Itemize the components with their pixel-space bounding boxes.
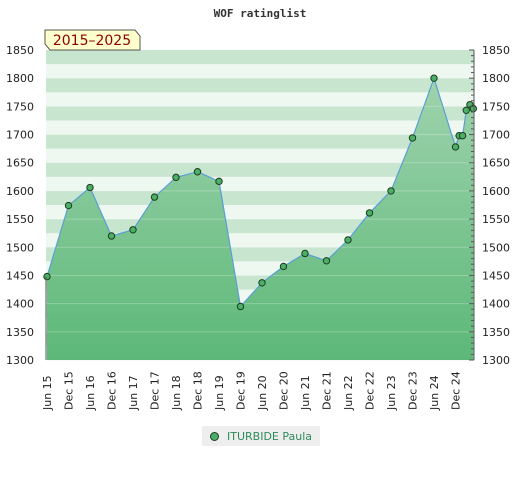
data-point	[172, 173, 180, 182]
x-tick-label: Jun 24	[428, 375, 441, 411]
y-tick-label: 1550	[482, 213, 510, 226]
data-point	[150, 193, 159, 201]
x-tick-label: Dec 19	[235, 371, 248, 410]
legend-series-name: ITURBIDE Paula	[227, 429, 313, 443]
y-tick-label: 1500	[6, 241, 34, 254]
data-point	[344, 236, 352, 244]
x-tick-label: Dec 22	[364, 371, 377, 410]
x-tick-labels: Jun 15 Dec 15 Jun 16 Dec 16 Jun 17 Dec 17 Jun …	[41, 371, 463, 411]
x-tick-label: Jun 22	[342, 375, 355, 411]
background-band	[46, 148, 474, 164]
y-tick-label: 1850	[6, 44, 34, 57]
x-tick-label: Jun 17	[127, 375, 140, 411]
y-tick-label: 1700	[482, 129, 510, 142]
x-tick-label: Dec 17	[149, 371, 162, 410]
background-band	[46, 134, 474, 150]
data-point	[129, 226, 137, 234]
y-tick-label: 1500	[482, 241, 510, 254]
x-tick-label: Jun 15	[41, 375, 54, 411]
data-point	[408, 134, 417, 142]
y-tick-label: 1300	[482, 354, 510, 367]
y-tick-labels-left: 1300 1350 1400 1450 1500 1550 1600 1650 1700 1750…	[6, 44, 34, 367]
y-tick-label: 1450	[6, 269, 34, 282]
background-band	[46, 78, 474, 93]
x-tick-label: Dec 16	[106, 371, 119, 410]
x-tick-label: Jun 18	[170, 375, 183, 411]
x-tick-label: Jun 20	[256, 375, 269, 411]
data-point	[236, 302, 245, 311]
data-point	[193, 168, 202, 176]
y-tick-label: 1800	[6, 72, 34, 85]
x-tick-label: Jun 23	[385, 375, 398, 411]
rating-area	[47, 78, 474, 360]
data-point	[43, 272, 51, 281]
x-tick-label: Dec 20	[278, 371, 291, 410]
y-tick-label: 1550	[6, 213, 34, 226]
y-tick-label: 1650	[482, 157, 510, 170]
background-band	[46, 120, 474, 136]
background-band	[46, 64, 474, 79]
data-point	[430, 74, 438, 82]
x-tick-label: Dec 21	[321, 371, 334, 410]
data-point	[107, 232, 116, 240]
y-tick-label: 1600	[6, 185, 34, 198]
y-tick-label: 1350	[6, 326, 34, 339]
x-tick-label: Dec 15	[63, 371, 76, 410]
background-band	[46, 92, 474, 107]
y-tick-label: 1750	[482, 100, 510, 113]
x-tick-label: Dec 23	[407, 371, 420, 410]
legend: ITURBIDE Paula	[202, 426, 321, 446]
right-axis-ticks	[469, 49, 474, 361]
y-tick-label: 1450	[482, 269, 510, 282]
year-range-badge: 2015–2025	[44, 29, 141, 51]
data-point	[322, 257, 331, 265]
y-tick-labels-right: 1300 1350 1400 1450 1500 1550 1600 1650 1700 1750…	[482, 44, 510, 367]
data-point	[215, 177, 223, 186]
x-tick-label: Jun 19	[213, 375, 226, 411]
legend-marker-icon	[210, 431, 219, 441]
data-point	[462, 106, 470, 115]
y-tick-label: 1350	[482, 326, 510, 339]
x-tick-label: Dec 18	[192, 371, 205, 410]
data-point	[86, 183, 94, 192]
y-tick-label: 1400	[482, 298, 510, 311]
data-point	[64, 201, 73, 210]
data-point	[301, 249, 309, 258]
background-band	[46, 162, 474, 178]
x-tick-label: Jun 21	[299, 375, 312, 411]
background-band	[46, 50, 474, 65]
x-tick-label: Jun 16	[84, 375, 97, 411]
y-tick-label: 1750	[6, 100, 34, 113]
data-point	[451, 143, 460, 151]
chart-title: WOF ratinglist	[214, 7, 307, 20]
y-tick-label: 1400	[6, 298, 34, 311]
data-point	[258, 279, 266, 287]
y-tick-label: 1800	[482, 72, 510, 85]
background-band	[46, 176, 474, 192]
data-point	[387, 187, 395, 195]
data-point	[279, 262, 288, 271]
data-point	[458, 131, 467, 140]
y-gridlines	[46, 77, 474, 333]
year-range-label: 2015–2025	[53, 33, 131, 49]
y-tick-label: 1600	[482, 185, 510, 198]
y-tick-label: 1850	[482, 44, 510, 57]
y-tick-label: 1650	[6, 157, 34, 170]
background-band	[46, 106, 474, 121]
y-tick-label: 1700	[6, 129, 34, 142]
x-tick-label: Dec 24	[450, 371, 463, 410]
y-tick-label: 1300	[6, 354, 34, 367]
data-point	[365, 209, 374, 217]
